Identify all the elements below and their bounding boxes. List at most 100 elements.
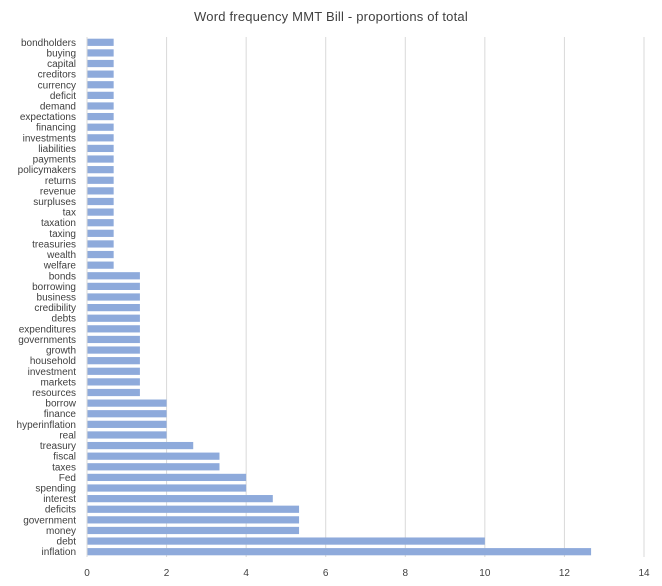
category-label: liabilities (38, 144, 76, 155)
category-label: credibility (34, 303, 76, 314)
x-tick-label: 6 (323, 568, 329, 579)
category-label: deficits (45, 505, 76, 516)
bar-welfare (87, 261, 114, 269)
category-label: investment (28, 367, 77, 378)
category-label: investments (23, 133, 76, 144)
category-label: interest (43, 494, 76, 505)
category-label: markets (40, 377, 76, 388)
bar-expenditures (87, 325, 140, 333)
bar-financing (87, 123, 114, 131)
category-label: policymakers (18, 165, 76, 176)
category-label: payments (33, 155, 76, 166)
category-label: expectations (20, 112, 76, 123)
bar-expectations (87, 112, 114, 121)
bar-tax (87, 208, 114, 216)
category-label: finance (44, 409, 77, 420)
category-label: demand (40, 101, 76, 112)
category-label: real (59, 430, 76, 441)
x-tick-label: 14 (638, 568, 650, 579)
category-label: treasuries (32, 239, 76, 250)
bar-demand (87, 102, 114, 110)
x-tick-label: 4 (243, 568, 249, 579)
category-label: welfare (43, 261, 77, 272)
category-label: expenditures (19, 324, 76, 335)
bar-debts (87, 314, 140, 322)
category-label: financing (36, 123, 76, 134)
bar-deficits (87, 505, 300, 513)
bar-debt (87, 537, 485, 545)
category-label: currency (38, 80, 76, 91)
bar-creditors (87, 70, 114, 78)
category-label: fiscal (53, 452, 76, 463)
bar-fiscal (87, 452, 220, 460)
category-label: taxing (49, 229, 76, 240)
bar-business (87, 293, 140, 301)
category-label: borrow (45, 399, 76, 410)
category-label: growth (46, 346, 76, 357)
bar-treasuries (87, 240, 114, 248)
bar-borrow (87, 399, 167, 407)
bar-policymakers (87, 166, 114, 174)
bar-bonds (87, 272, 140, 280)
category-label: spending (35, 484, 76, 495)
category-label: bonds (49, 271, 76, 282)
bar-government (87, 516, 300, 524)
category-label: revenue (40, 186, 77, 197)
x-tick-label: 2 (164, 568, 170, 579)
category-label: returns (45, 176, 76, 187)
bar-taxes (87, 463, 220, 471)
category-label: governments (18, 335, 76, 346)
bar-governments (87, 335, 140, 344)
bar-deficit (87, 91, 114, 99)
bar-treasury (87, 441, 194, 450)
bar-hyperinflation (87, 420, 167, 428)
category-label: surpluses (33, 197, 76, 208)
bar-bondholders (87, 38, 114, 46)
bar-money (87, 526, 300, 535)
x-tick-label: 10 (479, 568, 491, 579)
bar-returns (87, 176, 114, 184)
bar-liabilities (87, 144, 114, 153)
bar-real (87, 431, 167, 439)
bar-buying (87, 49, 114, 57)
category-label: borrowing (32, 282, 76, 293)
bar-revenue (87, 187, 114, 195)
x-tick-label: 12 (559, 568, 571, 579)
bar-wealth (87, 250, 114, 259)
bar-spending (87, 484, 247, 492)
category-label: treasury (40, 441, 76, 452)
bar-interest (87, 495, 273, 503)
category-label: money (46, 526, 76, 537)
bar-taxation (87, 219, 114, 227)
bar-resources (87, 388, 140, 397)
bar-surpluses (87, 197, 114, 206)
bar-credibility (87, 304, 140, 312)
bar-household (87, 357, 140, 365)
x-tick-label: 8 (403, 568, 409, 579)
category-label: Fed (59, 473, 76, 484)
category-label: debts (52, 314, 76, 325)
bar-growth (87, 346, 140, 354)
category-label: resources (32, 388, 76, 399)
bar-fed (87, 473, 247, 482)
chart-title: Word frequency MMT Bill - proportions of… (194, 9, 468, 24)
category-label: household (30, 356, 76, 367)
category-label: debt (57, 537, 77, 548)
category-label: capital (47, 59, 76, 70)
bar-investment (87, 367, 140, 375)
x-tick-label: 0 (84, 568, 90, 579)
bar-inflation (87, 548, 592, 556)
category-label: inflation (42, 547, 76, 558)
bar-capital (87, 59, 114, 68)
bar-taxing (87, 229, 114, 237)
category-label: government (23, 515, 76, 526)
category-label: buying (47, 48, 76, 59)
category-label: taxation (41, 218, 76, 229)
category-label: creditors (38, 70, 76, 81)
category-label: hyperinflation (17, 420, 76, 431)
category-label: tax (63, 208, 76, 219)
category-label: deficit (50, 91, 76, 102)
bar-currency (87, 81, 114, 89)
